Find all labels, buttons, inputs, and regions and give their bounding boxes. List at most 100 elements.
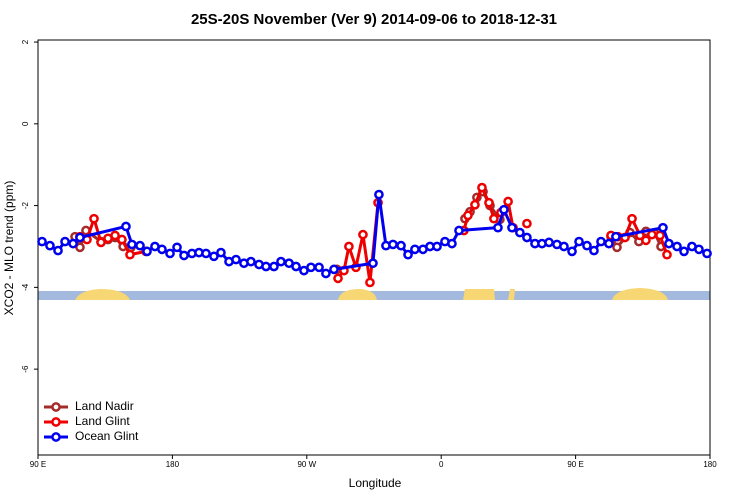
y-tick-label: 0 bbox=[21, 121, 30, 126]
data-point bbox=[231, 254, 241, 265]
data-point bbox=[410, 244, 420, 255]
data-point bbox=[493, 222, 503, 233]
data-point bbox=[470, 199, 480, 210]
data-point bbox=[559, 241, 569, 252]
data-point bbox=[172, 242, 182, 253]
x-tick-label: 90 E bbox=[30, 460, 46, 469]
data-point bbox=[165, 248, 175, 259]
data-point bbox=[276, 256, 286, 267]
data-point bbox=[110, 230, 120, 241]
y-tick-label: -2 bbox=[21, 201, 30, 209]
data-point bbox=[45, 240, 55, 251]
data-point bbox=[658, 222, 668, 233]
data-point bbox=[477, 182, 487, 193]
data-point bbox=[125, 249, 135, 260]
data-point bbox=[365, 277, 375, 288]
data-point bbox=[142, 246, 152, 257]
chart-title: 25S-20S November (Ver 9) 2014-09-06 to 2… bbox=[191, 11, 557, 28]
data-point bbox=[75, 242, 85, 253]
data-point bbox=[321, 268, 331, 279]
data-point bbox=[582, 240, 592, 251]
y-tick-label: 2 bbox=[21, 39, 30, 44]
legend-marker bbox=[51, 432, 61, 442]
series-line bbox=[73, 190, 663, 249]
data-point bbox=[374, 189, 384, 200]
data-point bbox=[157, 244, 167, 255]
data-point bbox=[135, 240, 145, 251]
data-point bbox=[388, 239, 398, 250]
land-patch bbox=[338, 289, 377, 300]
plot-frame bbox=[37, 39, 711, 456]
data-point bbox=[544, 237, 554, 248]
data-point bbox=[484, 197, 494, 208]
data-point bbox=[507, 222, 517, 233]
data-point bbox=[329, 264, 339, 275]
data-point bbox=[127, 239, 137, 250]
y-tick-label: -4 bbox=[21, 283, 30, 291]
data-point bbox=[664, 238, 674, 249]
data-point bbox=[454, 225, 464, 236]
data-point bbox=[522, 232, 532, 243]
data-point bbox=[306, 262, 316, 273]
x-tick-label: 0 bbox=[439, 460, 444, 469]
data-point bbox=[596, 236, 606, 247]
data-point bbox=[679, 246, 689, 257]
data-point bbox=[358, 229, 368, 240]
data-point bbox=[68, 238, 78, 249]
data-point bbox=[489, 213, 499, 224]
data-point bbox=[672, 241, 682, 252]
y-axis-label: XCO2 - MLO trend (ppm) bbox=[2, 181, 16, 316]
data-point bbox=[89, 213, 99, 224]
data-point bbox=[60, 236, 70, 247]
land-patch bbox=[508, 289, 515, 300]
data-point bbox=[53, 245, 63, 256]
data-point bbox=[246, 256, 256, 267]
data-point bbox=[655, 230, 665, 241]
data-point bbox=[96, 237, 106, 248]
data-point bbox=[515, 227, 525, 238]
data-point bbox=[567, 246, 577, 257]
data-point bbox=[333, 273, 343, 284]
land-patch bbox=[612, 288, 668, 300]
data-point bbox=[121, 221, 131, 232]
data-point bbox=[499, 204, 509, 215]
data-point bbox=[647, 229, 657, 240]
data-point bbox=[216, 247, 226, 258]
legend-label: Land Nadir bbox=[75, 399, 134, 413]
data-point bbox=[432, 241, 442, 252]
data-point bbox=[117, 234, 127, 245]
legend-label: Land Glint bbox=[75, 414, 130, 428]
land-mask bbox=[38, 288, 710, 300]
data-point bbox=[522, 218, 532, 229]
data-point bbox=[209, 251, 219, 262]
data-point bbox=[396, 240, 406, 251]
data-point bbox=[662, 249, 672, 260]
data-point bbox=[574, 236, 584, 247]
data-point bbox=[612, 242, 622, 253]
data-point bbox=[269, 261, 279, 272]
data-point bbox=[75, 232, 85, 243]
data-point bbox=[261, 261, 271, 272]
data-point bbox=[694, 244, 704, 255]
y-tick-label: -6 bbox=[21, 365, 30, 373]
legend-marker bbox=[51, 402, 61, 412]
data-point bbox=[344, 241, 354, 252]
data-point bbox=[611, 231, 621, 242]
data-point bbox=[589, 245, 599, 256]
x-tick-label: 90 W bbox=[297, 460, 316, 469]
land-patch bbox=[463, 289, 495, 300]
data-point bbox=[314, 262, 324, 273]
data-point bbox=[702, 248, 712, 259]
land-patch bbox=[75, 289, 130, 300]
data-point bbox=[604, 238, 614, 249]
data-point bbox=[503, 196, 513, 207]
x-tick-label: 180 bbox=[703, 460, 717, 469]
data-point bbox=[291, 261, 301, 272]
legend-marker bbox=[51, 417, 61, 427]
data-point bbox=[179, 250, 189, 261]
x-axis-label: Longitude bbox=[349, 476, 402, 490]
data-point bbox=[447, 238, 457, 249]
x-tick-label: 180 bbox=[166, 460, 180, 469]
